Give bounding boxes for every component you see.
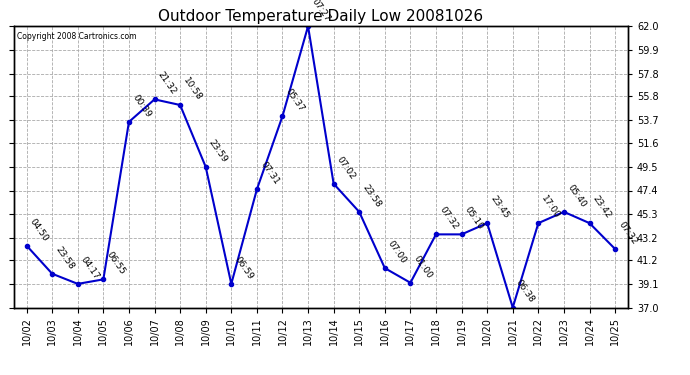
Text: 23:58: 23:58 [54, 245, 76, 271]
Text: 07:00: 07:00 [386, 239, 408, 266]
Text: 07:32: 07:32 [616, 220, 639, 246]
Text: 17:00: 17:00 [540, 194, 562, 220]
Text: 07:31: 07:31 [258, 160, 280, 187]
Text: 06:38: 06:38 [514, 278, 536, 305]
Text: 23:58: 23:58 [361, 183, 383, 209]
Text: 05:40: 05:40 [565, 183, 587, 209]
Text: 05:10: 05:10 [463, 205, 485, 232]
Text: 21:32: 21:32 [156, 70, 178, 97]
Text: 04:17: 04:17 [79, 255, 101, 281]
Title: Outdoor Temperature Daily Low 20081026: Outdoor Temperature Daily Low 20081026 [158, 9, 484, 24]
Text: 00:39: 00:39 [130, 93, 152, 119]
Text: 01:00: 01:00 [412, 254, 434, 280]
Text: 04:50: 04:50 [28, 217, 50, 243]
Text: 23:42: 23:42 [591, 194, 613, 220]
Text: 06:55: 06:55 [105, 250, 127, 277]
Text: 07:27: 07:27 [309, 0, 332, 24]
Text: Copyright 2008 Cartronics.com: Copyright 2008 Cartronics.com [17, 32, 137, 41]
Text: 06:59: 06:59 [233, 255, 255, 281]
Text: 23:59: 23:59 [207, 138, 229, 164]
Text: 07:02: 07:02 [335, 155, 357, 181]
Text: 05:37: 05:37 [284, 87, 306, 114]
Text: 23:45: 23:45 [489, 194, 511, 220]
Text: 10:58: 10:58 [181, 76, 204, 102]
Text: 07:32: 07:32 [437, 206, 460, 232]
